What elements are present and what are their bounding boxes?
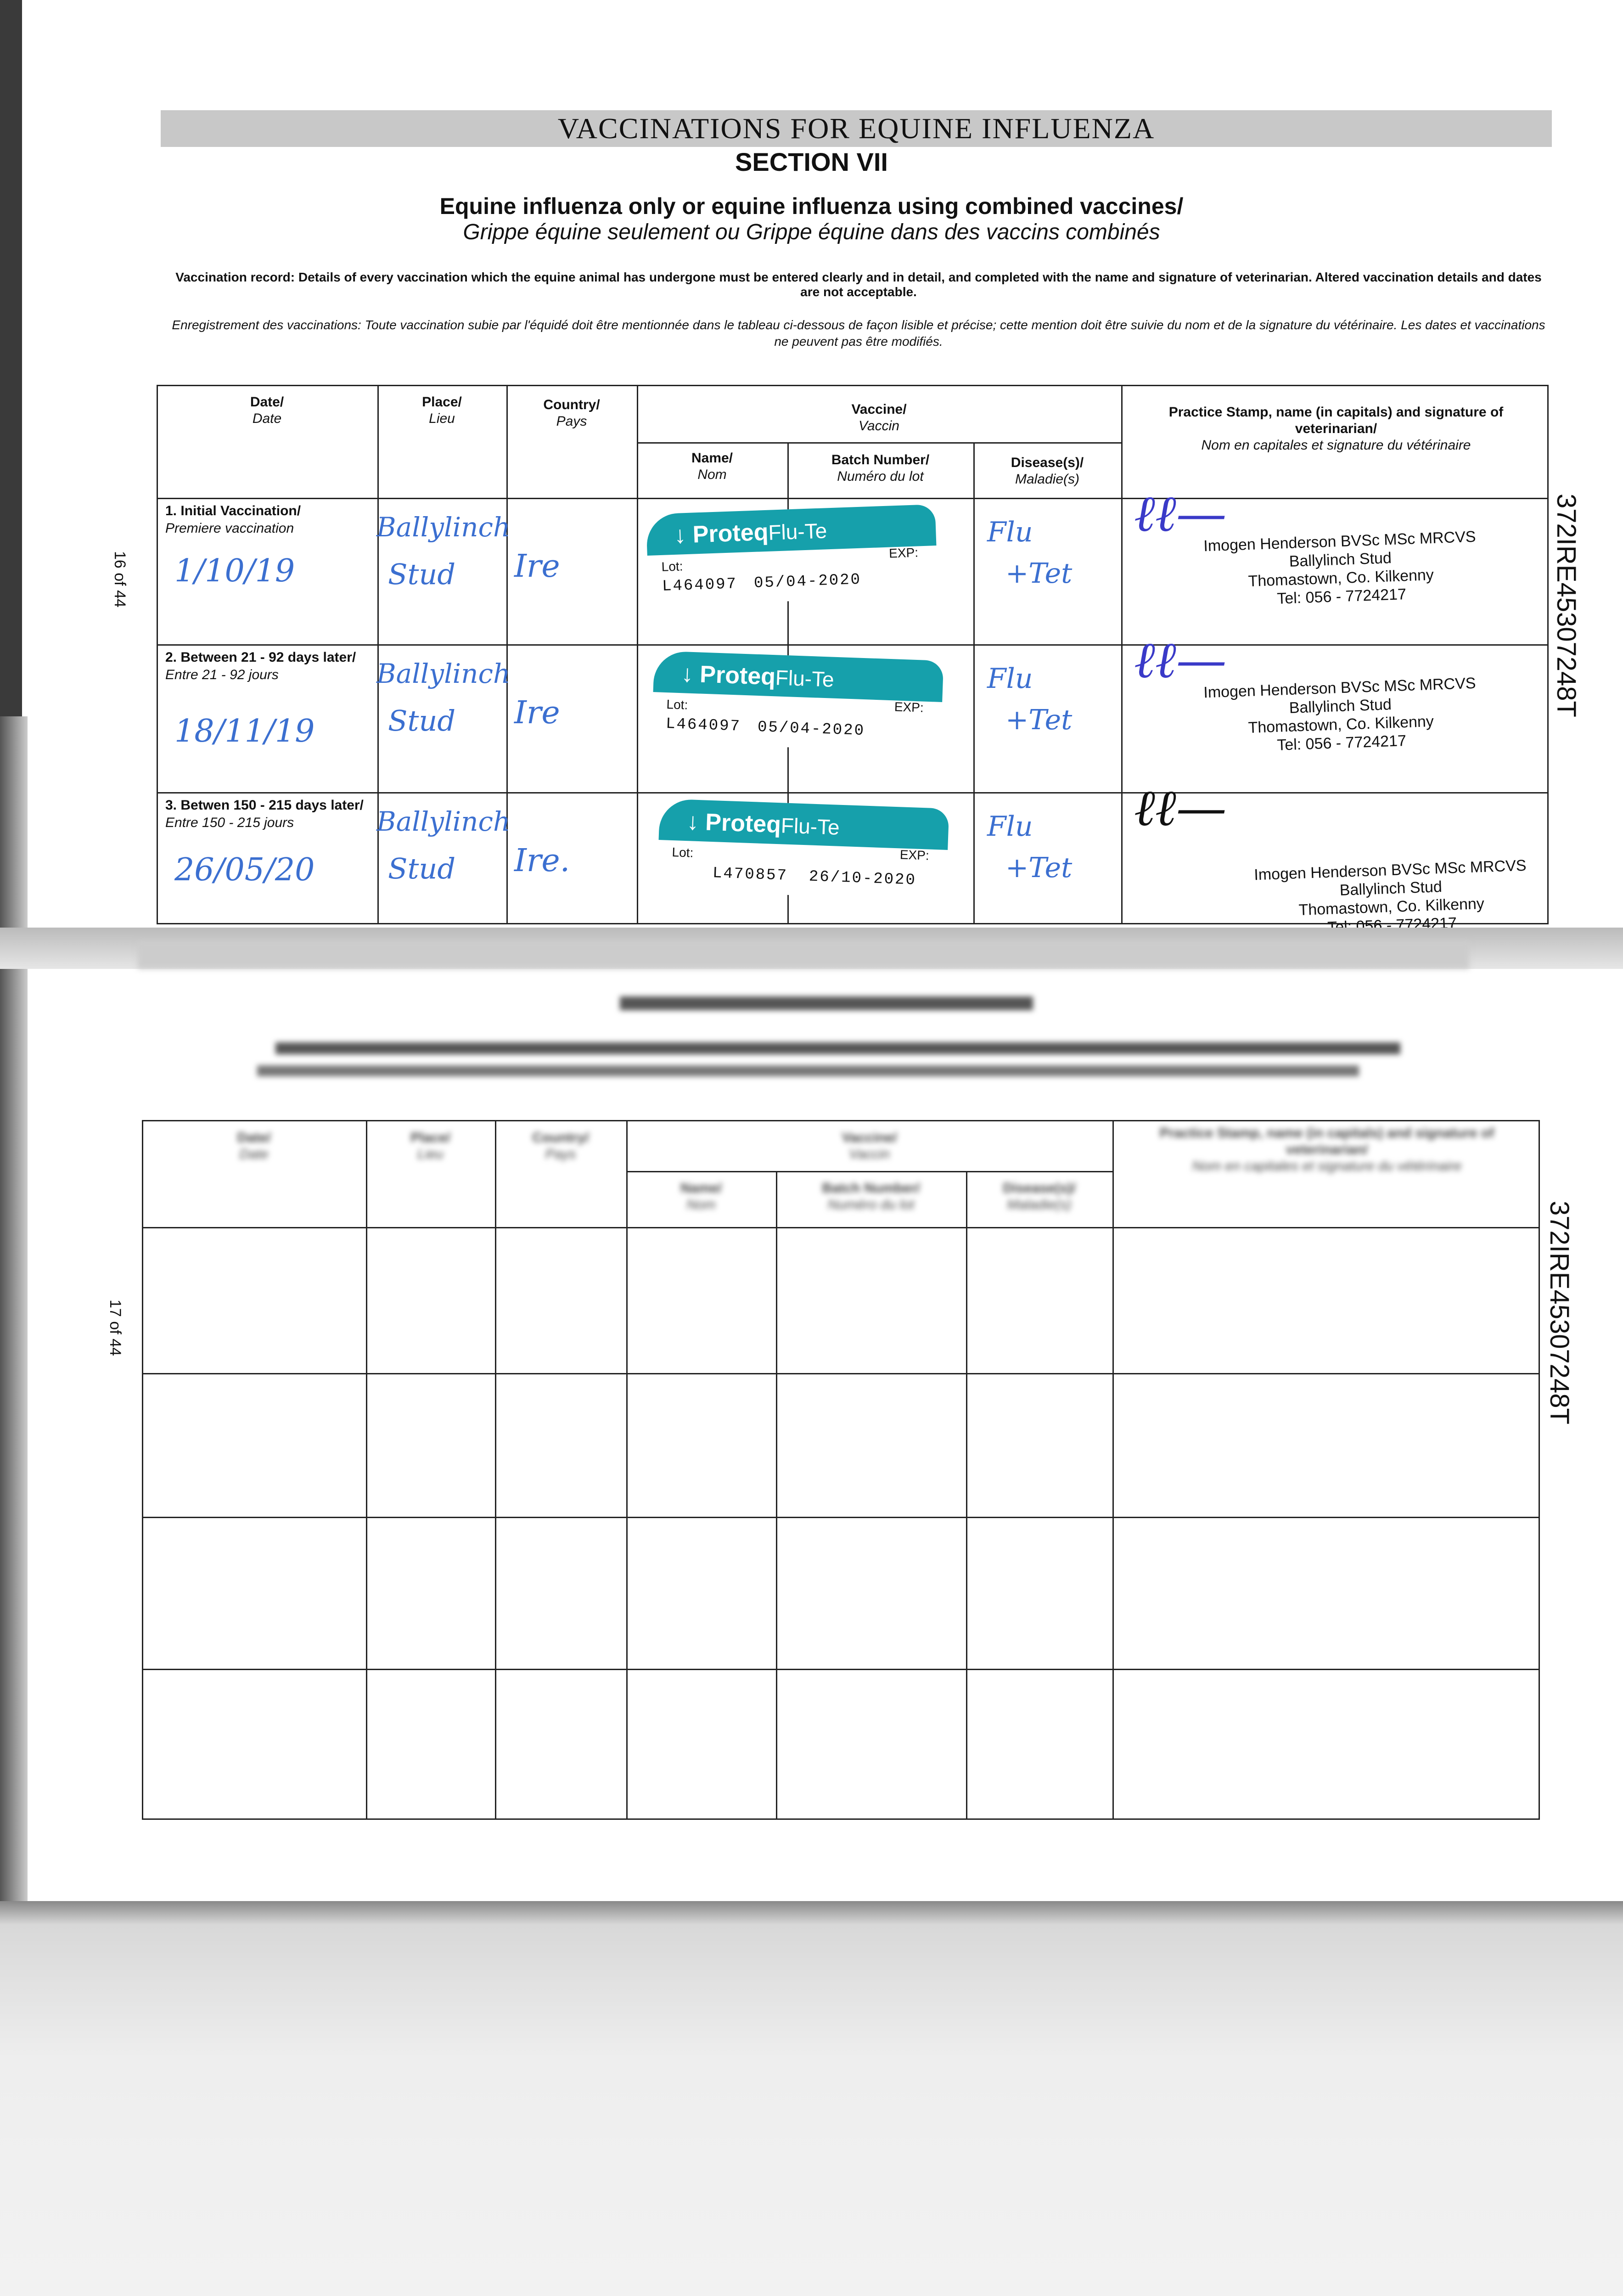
- header-disease: Disease(s)/Maladie(s): [1003, 1181, 1076, 1212]
- lot-label: Lot:: [661, 559, 683, 574]
- exp-label: EXP:: [894, 699, 924, 715]
- lot-number: L464097: [662, 575, 738, 596]
- lot-number: L470857: [712, 865, 788, 885]
- subtitle-en: Equine influenza only or equine influenz…: [439, 193, 1184, 219]
- page-number: 16 of 44: [111, 551, 129, 608]
- lot-label: Lot:: [666, 697, 688, 712]
- disease-handwritten: Flu: [987, 810, 1033, 843]
- table-rule: [637, 385, 638, 924]
- header-disease: Disease(s)/Maladie(s): [1011, 455, 1084, 487]
- table-rule: [142, 1517, 1540, 1518]
- lot-label: Lot:: [672, 845, 694, 860]
- table-rule: [637, 442, 1121, 444]
- disease-handwritten: +Tet: [1005, 852, 1073, 884]
- header-stamp: Practice Stamp, name (in capitals) and s…: [1159, 1125, 1494, 1174]
- header-batch: Batch Number/Numéro du lot: [831, 452, 930, 484]
- place-handwritten: Ballylinch: [376, 512, 511, 543]
- section-title-blurred: [620, 996, 1033, 1010]
- table-rule: [142, 1669, 1540, 1670]
- table-rule: [973, 442, 975, 924]
- date-handwritten: 26/05/20: [174, 852, 315, 888]
- table-rule: [1121, 385, 1123, 924]
- header-name: Name/Nom: [680, 1181, 722, 1212]
- disease-handwritten: Flu: [987, 663, 1033, 695]
- exp-label: EXP:: [899, 847, 930, 863]
- table-rule: [966, 1171, 967, 1820]
- section-title: SECTION VII: [735, 147, 888, 176]
- disease-handwritten: +Tet: [1005, 704, 1073, 736]
- page-number: 17 of 44: [107, 1300, 124, 1356]
- exp-label: EXP:: [888, 545, 919, 561]
- table-rule: [142, 1227, 1540, 1228]
- header-place: Place/Lieu: [422, 394, 462, 426]
- vet-signature: ℓℓ—: [1134, 484, 1227, 543]
- expiry-date: 05/04-2020: [753, 571, 862, 592]
- place-handwritten: Stud: [388, 557, 456, 591]
- header-country: Country/Pays: [532, 1130, 589, 1162]
- book-edge: [0, 716, 28, 1910]
- country-handwritten: Ire.: [514, 843, 570, 879]
- header-batch: Batch Number/Numéro du lot: [822, 1181, 920, 1212]
- disease-handwritten: +Tet: [1005, 557, 1073, 590]
- place-handwritten: Ballylinch: [376, 658, 511, 689]
- place-handwritten: Stud: [388, 704, 456, 737]
- table-rule: [142, 1373, 1540, 1374]
- vaccine-sticker: ↓ ProteqFlu-Te Lot: EXP: L464097 05/04-2…: [651, 651, 944, 753]
- header-place: Place/Lieu: [410, 1130, 450, 1162]
- country-handwritten: Ire: [514, 548, 560, 585]
- country-handwritten: Ire: [514, 695, 560, 731]
- vaccination-table: [157, 385, 1549, 924]
- table-rule: [1112, 1120, 1114, 1820]
- header-vaccine: Vaccine/Vaccin: [851, 402, 907, 433]
- expiry-date: 26/10-2020: [809, 868, 917, 889]
- table-rule: [776, 1171, 777, 1820]
- disease-handwritten: Flu: [987, 516, 1033, 548]
- table-rule: [626, 1120, 628, 1820]
- row-label: 2. Between 21 - 92 days later/Entre 21 -…: [165, 650, 356, 682]
- header-country: Country/Pays: [543, 397, 600, 429]
- place-handwritten: Ballylinch: [376, 806, 511, 837]
- note-blurred: [275, 1042, 1400, 1054]
- lot-number: L464097: [665, 715, 741, 736]
- header-vaccine: Vaccine/Vaccin: [842, 1130, 897, 1162]
- vaccine-sticker: ↓ ProteqFlu-Te Lot: EXP: L470857 26/10-2…: [657, 799, 949, 900]
- note-fr: Enregistrement des vaccinations: Toute v…: [172, 318, 1545, 349]
- vet-signature: ℓℓ—: [1134, 778, 1227, 837]
- header-name: Name/Nom: [691, 450, 733, 482]
- practice-stamp: Imogen Henderson BVSc MSc MRCVS Ballylinc…: [1203, 674, 1477, 754]
- page-banner: VACCINATIONS FOR EQUINE INFLUENZA: [161, 110, 1552, 147]
- vet-signature: ℓℓ—: [1134, 630, 1227, 689]
- vaccination-table-empty: [142, 1120, 1540, 1820]
- date-handwritten: 1/10/19: [174, 553, 295, 589]
- table-rule: [377, 385, 379, 924]
- header-date: Date/Date: [237, 1130, 271, 1162]
- table-rule: [626, 1171, 1112, 1172]
- header-stamp: Practice Stamp, name (in capitals) and s…: [1168, 405, 1504, 453]
- table-rule: [157, 644, 1549, 646]
- passport-id: 372IRE45307248T: [1551, 494, 1581, 717]
- date-handwritten: 18/11/19: [174, 713, 315, 749]
- row-label: 3. Betwen 150 - 215 days later/Entre 150…: [165, 798, 364, 830]
- table-rule: [157, 498, 1549, 499]
- practice-stamp: Imogen Henderson BVSc MSc MRCVS Ballylinc…: [1203, 528, 1477, 608]
- book-edge: [0, 0, 22, 716]
- row-label: 1. Initial Vaccination/Premiere vaccinat…: [165, 503, 301, 536]
- passport-id: 372IRE45307248T: [1544, 1201, 1574, 1424]
- page-banner-blurred: [138, 941, 1469, 969]
- note-blurred: [257, 1065, 1359, 1076]
- table-rule: [366, 1120, 367, 1820]
- scanner-background: [0, 1901, 1623, 2296]
- table-rule: [495, 1120, 496, 1820]
- place-handwritten: Stud: [388, 852, 456, 885]
- table-rule: [506, 385, 508, 924]
- header-date: Date/Date: [250, 394, 284, 426]
- table-rule: [157, 792, 1549, 793]
- vaccine-sticker: ↓ ProteqFlu-Te Lot: EXP: L464097 05/04-2…: [646, 504, 938, 606]
- note-en: Vaccination record: Details of every vac…: [175, 270, 1542, 299]
- expiry-date: 05/04-2020: [757, 719, 865, 740]
- subtitle-fr: Grippe équine seulement ou Grippe équine…: [463, 220, 1160, 244]
